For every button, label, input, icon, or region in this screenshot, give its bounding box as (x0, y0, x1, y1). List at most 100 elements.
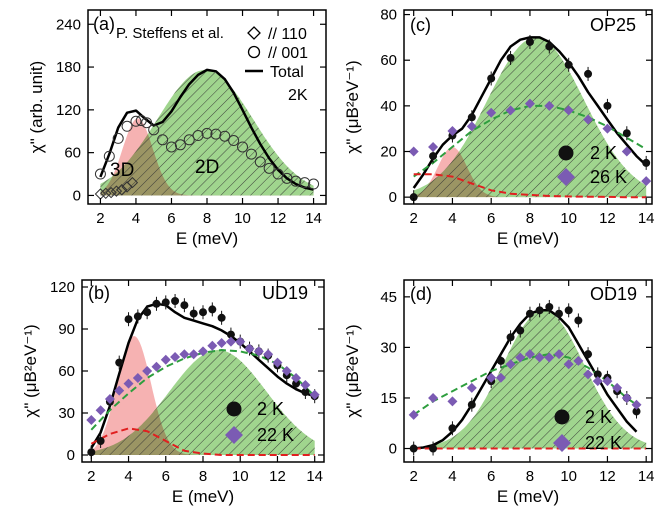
x-tick-label: 12 (270, 210, 287, 227)
data-point-001 (254, 156, 266, 168)
panel-a-plot-area: 2 4 6 8 10 12 14 0 60 120 180 240 E (meV) χ" (arb. un… (27, 9, 327, 248)
y-tick-label: 30 (58, 405, 75, 422)
total-line (99, 68, 314, 191)
data-point-22k (179, 349, 190, 360)
y-tick-label: 0 (389, 441, 397, 458)
component-2d-hatching (413, 310, 647, 449)
y-tick-label: 60 (64, 145, 81, 162)
legend-22k-label: 22 K (585, 433, 622, 453)
data-point-22k (554, 349, 564, 360)
data-point-26k (621, 146, 632, 157)
data-point-22k (563, 359, 574, 370)
data-point-22k (114, 385, 125, 396)
data-point-2k (564, 306, 573, 315)
data-point-22k (592, 376, 603, 387)
panel-c-plot-area: 2 4 6 8 10 12 14 0 20 40 60 80 E (meV) χ" (μB²eV⁻¹) (343, 7, 655, 248)
data-point-26k (408, 146, 419, 157)
data-point-2k (487, 74, 496, 83)
y-tick-label: 120 (50, 279, 75, 296)
component-2d-hatching (100, 69, 314, 196)
data-point-22k (291, 373, 302, 383)
x-tick-label: 12 (269, 468, 286, 485)
data-point-2k (535, 306, 544, 315)
x-tick-label: 2 (410, 468, 418, 485)
data-point-2k (584, 350, 593, 359)
legend-26k-marker (557, 168, 575, 186)
data-point-110 (126, 176, 139, 189)
data-point-26k (602, 123, 613, 134)
data-point-2k (525, 309, 534, 318)
legend-2k-label: 2 K (585, 407, 612, 427)
data-point-22k (408, 409, 419, 420)
panel-d-legend: 2 K 22 K (553, 407, 622, 453)
data-point-2k (189, 309, 198, 318)
data-point-26k (486, 107, 497, 118)
panel-b-title: UD19 (262, 283, 308, 303)
data-point-22k (216, 338, 227, 348)
data-point-26k (641, 176, 652, 187)
data-point-001 (121, 120, 133, 132)
x-tick-label: 6 (167, 210, 175, 227)
data-point-001 (228, 135, 240, 147)
data-point-001 (148, 124, 160, 136)
x-tick-label: 4 (448, 210, 456, 227)
data-point-22k (151, 361, 162, 372)
data-point-001 (130, 115, 142, 127)
data-point-22k (170, 352, 181, 362)
data-point-001 (165, 141, 177, 153)
data-point-22k (253, 346, 264, 357)
data-point-22k (244, 343, 255, 354)
data-point-2k (525, 37, 534, 46)
x-tick-label: 4 (132, 210, 140, 227)
data-point-001 (299, 177, 311, 189)
x-tick-label: 10 (560, 210, 577, 227)
x-axis-label: E (meV) (497, 487, 559, 506)
data-point-22k (524, 349, 535, 360)
data-point-26k (466, 121, 477, 132)
legend-total-label: Total (270, 64, 304, 81)
y-tick-label: 30 (380, 339, 397, 356)
data-point-26k (563, 105, 574, 116)
data-point-22k (95, 405, 106, 416)
data-point-2k (545, 302, 554, 311)
data-point-26k (544, 100, 555, 111)
data-point-22k (544, 352, 555, 363)
panel-c-label: (c) (410, 15, 431, 35)
panel-b-legend: 2 K 22 K (225, 399, 294, 445)
x-tick-label: 12 (599, 210, 616, 227)
y-tick-label: 0 (389, 189, 397, 206)
x-tick-label: 10 (234, 210, 251, 227)
data-point-2k (180, 301, 189, 310)
component-2d-hatching (413, 37, 647, 198)
data-point-22k (198, 346, 208, 357)
x-tick-label: 14 (305, 210, 322, 227)
data-point-2k (124, 315, 133, 324)
legend-22k-marker (553, 434, 571, 452)
data-point-22k (123, 378, 134, 389)
data-point-2k (593, 370, 602, 379)
data-point-2k (545, 42, 554, 51)
data-point-22k (225, 336, 236, 347)
y-axis-label: χ" (μB²eV⁻¹) (343, 324, 362, 417)
data-point-2k (226, 330, 235, 339)
x-tick-label: 10 (232, 468, 249, 485)
data-point-001 (183, 134, 195, 146)
data-point-2k (171, 297, 180, 305)
data-point-001 (308, 178, 320, 190)
data-point-2k (301, 388, 310, 396)
data-point-001 (157, 134, 169, 146)
data-point-22k (631, 399, 642, 410)
data-point-001 (272, 168, 284, 180)
data-point-22k (466, 382, 477, 393)
x-tick-label: 10 (560, 468, 577, 485)
region-2d-label: 2D (195, 157, 219, 178)
legend-2k-marker (226, 401, 242, 417)
data-point-2k (199, 308, 207, 317)
data-point-22k (612, 382, 623, 393)
data-point-2k (143, 308, 152, 317)
legend-circle-open-marker (247, 45, 261, 59)
data-point-22k (428, 392, 439, 403)
data-point-001 (201, 127, 213, 139)
